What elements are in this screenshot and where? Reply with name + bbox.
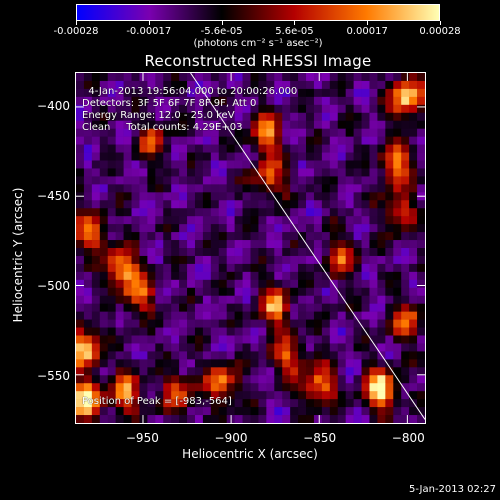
heatmap-image bbox=[76, 73, 425, 423]
info-peak-position: Position of Peak = [-983,-564] bbox=[82, 396, 232, 407]
colorbar bbox=[76, 4, 440, 21]
colorbar-tick bbox=[148, 21, 150, 25]
colorbar-tick-label: -0.00028 bbox=[53, 26, 99, 37]
colorbar-tick bbox=[294, 21, 296, 25]
info-detectors: Detectors: 3F 5F 6F 7F 8F 9F, Att 0 bbox=[82, 98, 257, 109]
colorbar-tick bbox=[367, 21, 369, 25]
colorbar-tick bbox=[440, 21, 441, 25]
colorbar-units: (photons cm⁻² s⁻¹ asec⁻²) bbox=[193, 38, 323, 49]
timestamp: 5-Jan-2013 02:27 bbox=[409, 484, 496, 495]
colorbar-tick-label: -5.6e-05 bbox=[200, 26, 243, 37]
colorbar-tick bbox=[76, 21, 77, 25]
info-time-range: 4-Jan-2013 19:56:04.000 to 20:00:26.000 bbox=[82, 86, 298, 97]
y-tick-label: −400 bbox=[37, 99, 70, 114]
x-tick-label: −950 bbox=[125, 431, 159, 445]
colorbar-tick-label: 0.00017 bbox=[346, 26, 388, 37]
colorbar-tick-label: -0.00017 bbox=[126, 26, 172, 37]
x-axis-label: Heliocentric X (arcsec) bbox=[182, 447, 318, 461]
plot-title: Reconstructed RHESSI Image bbox=[144, 52, 372, 70]
x-tick-label: −850 bbox=[303, 431, 337, 445]
x-tick-label: −900 bbox=[214, 431, 248, 445]
colorbar-tick bbox=[221, 21, 223, 25]
y-tick-label: −550 bbox=[37, 368, 70, 383]
x-tick-label: −800 bbox=[391, 431, 425, 445]
info-clean-counts: Clean Total counts: 4.29E+03 bbox=[82, 122, 243, 133]
y-tick-label: −450 bbox=[37, 188, 70, 203]
plot-area bbox=[75, 72, 426, 424]
y-tick-label: −500 bbox=[37, 278, 70, 293]
colorbar-tick-label: 0.00028 bbox=[419, 26, 461, 37]
solar-limb-line bbox=[190, 73, 425, 420]
colorbar-tick-label: 5.6e-05 bbox=[275, 26, 314, 37]
info-energy-range: Energy Range: 12.0 - 25.0 keV bbox=[82, 110, 235, 121]
y-axis-label: Heliocentric Y (arcsec) bbox=[11, 187, 25, 323]
